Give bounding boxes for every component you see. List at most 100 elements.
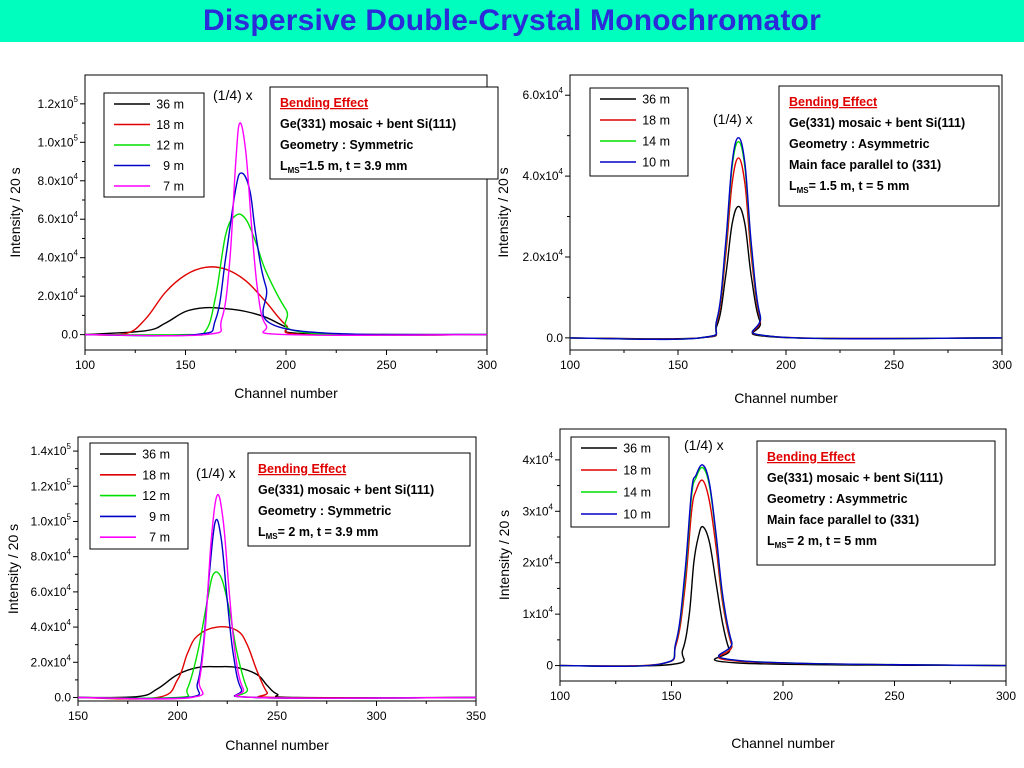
series-line-7m	[78, 493, 476, 700]
chart-panel-3: 150 200 250 300 3500.02.0x1044.0x1046.0x1048…	[5, 436, 486, 753]
annotation-line: Ge(331) mosaic + bent Si(111)	[280, 117, 456, 131]
y-tick-label: 1x104	[523, 605, 554, 621]
x-axis-title: Channel number	[225, 737, 329, 753]
series-line-36m	[570, 205, 1002, 340]
y-tick-label: 0.0	[61, 328, 78, 342]
y-tick-label: 2.0x104	[31, 653, 72, 669]
x-axis-title: Channel number	[734, 390, 838, 406]
scale-note: (1/4) x	[713, 111, 753, 127]
legend-label: 9 m	[149, 510, 170, 524]
y-axis-title: Intensity / 20 s	[7, 167, 23, 257]
y-tick-mantissa: 2.0x10	[38, 289, 74, 303]
y-tick-mantissa: 4x10	[523, 453, 549, 467]
lms-subscript: MS	[266, 532, 279, 541]
x-axis-title: Channel number	[234, 385, 338, 401]
y-tick-label: 4.0x104	[31, 618, 72, 634]
scale-note: (1/4) x	[684, 437, 724, 453]
y-tick-exponent: 5	[67, 442, 72, 451]
lms-subscript: MS	[797, 186, 810, 195]
y-tick-mantissa: 1.0x10	[31, 514, 67, 528]
y-tick-label: 6.0x104	[38, 210, 79, 226]
y-tick-label: 1.2x105	[31, 477, 72, 493]
y-tick-exponent: 4	[549, 502, 554, 511]
y-tick-label: 1.2x105	[38, 95, 79, 111]
lms-prefix: L	[767, 534, 775, 548]
y-tick-label: 6.0x104	[31, 583, 72, 599]
y-tick-mantissa: 8.0x10	[38, 174, 74, 188]
y-tick-exponent: 4	[549, 554, 554, 563]
y-tick-label: 3x104	[523, 502, 554, 518]
lms-rest: = 2 m, t = 5 mm	[787, 534, 877, 548]
y-tick-mantissa: 1.4x10	[31, 444, 67, 458]
legend-label: 14 m	[623, 486, 651, 500]
annotation-heading: Bending Effect	[280, 96, 369, 110]
y-tick-mantissa: 3x10	[523, 504, 549, 518]
y-tick-label: 1.4x105	[31, 442, 72, 458]
annotation-line: Main face parallel to (331)	[789, 158, 941, 172]
x-tick-label: 250	[884, 358, 904, 372]
legend-label: 18 m	[156, 118, 184, 132]
lms-prefix: L	[789, 179, 797, 193]
annotation-box	[269, 86, 499, 180]
y-tick-label: 6.0x104	[523, 86, 564, 102]
y-tick-label: 1.0x105	[31, 512, 72, 528]
y-tick-mantissa: 4.0x10	[38, 251, 74, 265]
y-tick-exponent: 4	[559, 86, 564, 95]
legend-label: 18 m	[642, 114, 670, 128]
legend-label: 7 m	[163, 180, 184, 194]
y-tick-mantissa: 1.0x10	[38, 135, 74, 149]
y-tick-label: 0.0	[546, 331, 563, 345]
legend-label: 14 m	[642, 135, 670, 149]
x-tick-label: 100	[550, 689, 570, 703]
legend-label: 7 m	[149, 531, 170, 545]
y-tick-exponent: 5	[67, 477, 72, 486]
y-tick-label: 2.0x104	[38, 287, 79, 303]
lms-rest: = 1.5 m, t = 5 mm	[809, 179, 910, 193]
annotation-line: Geometry : Symmetric	[258, 504, 391, 518]
series-line-12m	[85, 213, 487, 336]
y-tick-label: 4x104	[523, 451, 554, 467]
series-line-36m	[78, 665, 476, 699]
y-tick-label: 4.0x104	[523, 167, 564, 183]
y-tick-mantissa: 2.0x10	[31, 655, 67, 669]
y-tick-exponent: 4	[549, 605, 554, 614]
x-axis-title: Channel number	[731, 735, 835, 751]
y-tick-mantissa: 1.2x10	[38, 97, 74, 111]
series-line-10m	[570, 136, 1002, 341]
lms-rest: = 2 m, t = 3.9 mm	[278, 525, 379, 539]
legend-label: 36 m	[142, 448, 170, 462]
lms-subscript: MS	[288, 166, 301, 175]
y-tick-mantissa: 1.2x10	[31, 479, 67, 493]
annotation-line: Ge(331) mosaic + bent Si(111)	[258, 483, 434, 497]
legend-label: 10 m	[642, 156, 670, 170]
x-tick-label: 200	[773, 689, 793, 703]
x-tick-label: 200	[167, 709, 187, 723]
y-tick-mantissa: 0.0	[54, 690, 71, 704]
x-tick-label: 150	[661, 689, 681, 703]
series-line-9m	[85, 172, 487, 337]
y-tick-exponent: 4	[549, 451, 554, 460]
legend-label: 9 m	[163, 159, 184, 173]
y-tick-label: 8.0x104	[38, 172, 79, 188]
annotation-heading: Bending Effect	[258, 462, 347, 476]
x-tick-label: 150	[175, 358, 195, 372]
y-tick-mantissa: 1x10	[523, 607, 549, 621]
series-line-36m	[85, 306, 487, 336]
legend-label: 36 m	[623, 442, 651, 456]
x-tick-label: 150	[68, 709, 88, 723]
x-tick-label: 250	[884, 689, 904, 703]
legend-label: 18 m	[623, 464, 651, 478]
x-tick-label: 250	[376, 358, 396, 372]
lms-prefix: L	[258, 525, 266, 539]
series-line-10m	[560, 464, 1006, 668]
x-tick-label: 300	[366, 709, 386, 723]
legend-label: 36 m	[156, 98, 184, 112]
y-tick-mantissa: 0	[546, 659, 553, 673]
chart-panel-2: 100 150 200 250 3000.02.0x1044.0x1046.0x104C…	[495, 74, 1012, 406]
y-tick-exponent: 4	[67, 618, 72, 627]
x-tick-label: 100	[75, 358, 95, 372]
legend-label: 12 m	[156, 139, 184, 153]
lms-subscript: MS	[775, 541, 788, 550]
annotation-box	[247, 452, 471, 547]
